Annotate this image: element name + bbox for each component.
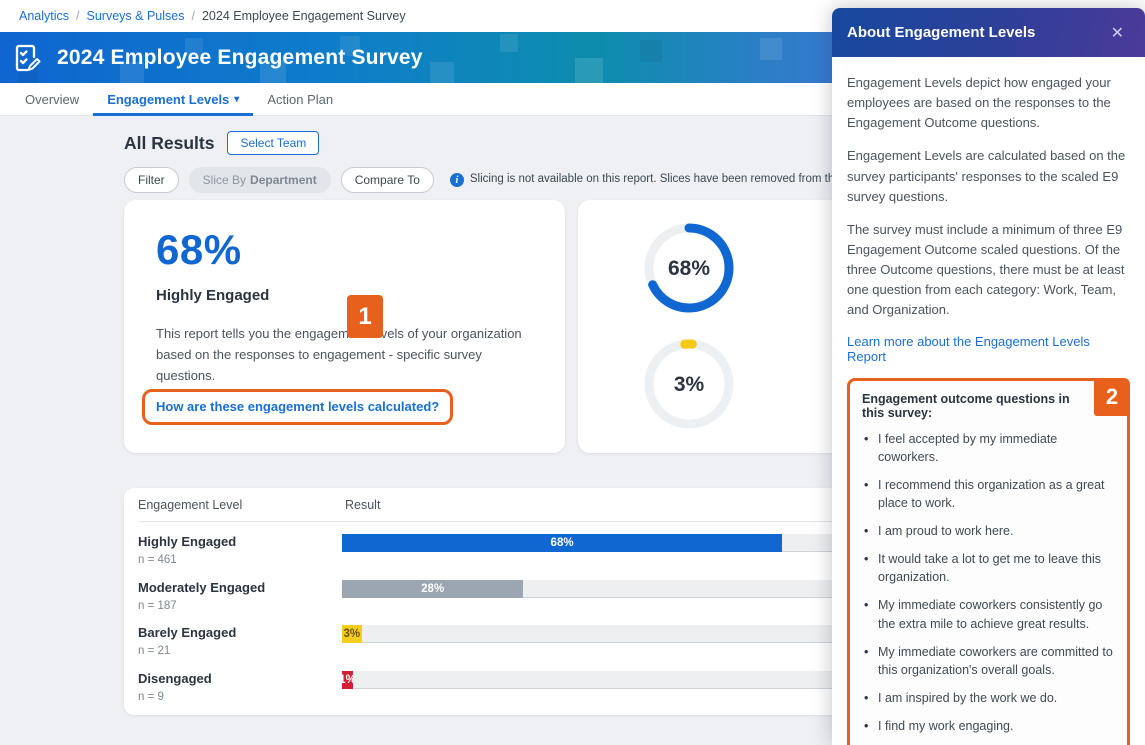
row-sample-size: n = 187 <box>138 599 177 612</box>
panel-paragraph: The survey must include a minimum of thr… <box>847 221 1125 318</box>
outcome-question-item: It would take a lot to get me to leave t… <box>862 550 1115 586</box>
result-bar: 3% <box>342 625 362 643</box>
result-bar-track: 1% <box>342 670 980 689</box>
chip-label: Compare To <box>354 173 420 187</box>
result-bar-track: 68% <box>342 534 980 552</box>
result-bar: 1% <box>342 670 354 689</box>
panel-header: About Engagement Levels ✕ <box>832 8 1145 57</box>
panel-paragraph: Engagement Levels are calculated based o… <box>847 148 1126 204</box>
callout-badge-2: 2 <box>1094 377 1130 416</box>
chip-label: Slice By <box>202 173 247 187</box>
chevron-down-icon: ▾ <box>234 93 240 105</box>
row-label-block: Moderately Engaged n = 187 <box>138 580 342 626</box>
engagement-level-label: Highly Engaged <box>156 287 270 304</box>
chip-slice-by: Slice By Department <box>188 167 331 193</box>
column-header-level: Engagement Level <box>138 497 243 512</box>
select-team-button[interactable]: Select Team <box>227 131 320 155</box>
row-sample-size: n = 21 <box>138 645 171 657</box>
panel-title: About Engagement Levels <box>847 24 1036 41</box>
row-label-block: Disengaged n = 9 <box>138 671 342 716</box>
row-level-label: Moderately Engaged <box>138 579 266 595</box>
breadcrumb-item[interactable]: Analytics <box>19 9 70 23</box>
survey-icon <box>15 44 41 71</box>
chip-label: Filter <box>138 173 165 187</box>
outcome-question-list: I feel accepted by my immediate coworker… <box>862 430 1115 745</box>
svg-text:68%: 68% <box>668 257 710 280</box>
engagement-percent: 68% <box>156 226 242 273</box>
table-row: Barely Engaged n = 21 3% <box>138 625 980 671</box>
close-icon[interactable]: ✕ <box>1110 24 1124 42</box>
about-engagement-panel: About Engagement Levels ✕ Engagement Lev… <box>832 8 1145 745</box>
tab-label: Action Plan <box>267 91 334 107</box>
results-heading: All Results <box>124 132 215 153</box>
result-bar-track: 3% <box>342 625 980 643</box>
row-level-label: Barely Engaged <box>138 625 237 640</box>
column-header-result: Result <box>345 497 381 512</box>
page-title: 2024 Employee Engagement Survey <box>57 45 423 69</box>
outcome-question-item: My immediate coworkers consistently go t… <box>862 596 1115 632</box>
engagement-summary-card: 68% Highly Engaged This report tells you… <box>124 200 565 453</box>
slicing-notice: i Slicing is not available on this repor… <box>449 173 881 187</box>
tab-engagement-levels[interactable]: Engagement Levels ▾ <box>93 83 254 116</box>
result-bar-value: 3% <box>343 628 361 640</box>
notice-text: Slicing is not available on this report.… <box>469 173 881 185</box>
outcome-questions-box: Engagement outcome questions in this sur… <box>847 377 1130 745</box>
table-body: Highly Engaged n = 461 68% Moderately Engag… <box>138 522 980 715</box>
tab-action-plan[interactable]: Action Plan <box>253 83 347 115</box>
panel-paragraph: Engagement Levels depict how engaged you… <box>847 75 1111 131</box>
donut-chart-barely-engaged: 3% <box>644 339 734 429</box>
breadcrumb-item: 2024 Employee Engagement Survey <box>201 9 406 23</box>
info-icon: i <box>449 173 464 187</box>
row-sample-size: n = 9 <box>138 690 164 703</box>
filter-chip-row: Filter Slice By Department Compare To i Sli… <box>124 167 881 193</box>
outcome-question-item: I am inspired by the work we do. <box>862 689 1115 707</box>
breadcrumb-item[interactable]: Surveys & Pulses <box>86 9 185 23</box>
result-bar-value: 1% <box>342 673 353 686</box>
row-level-label: Highly Engaged <box>138 534 237 549</box>
learn-more-link[interactable]: Learn more about the Engagement Levels R… <box>847 333 1090 364</box>
report-description: This report tells you the engagement lev… <box>156 326 522 383</box>
table-row: Highly Engaged n = 461 68% <box>138 534 980 580</box>
tab-overview[interactable]: Overview <box>11 83 93 115</box>
callout-highlight-1: How are these engagement levels calculat… <box>142 389 454 426</box>
callout-badge-1: 1 <box>347 295 383 338</box>
outcome-question-item: I recommend this organization as a great… <box>862 476 1115 512</box>
table-header-row: Engagement Level Result <box>138 488 980 522</box>
tab-label: Engagement Levels <box>107 91 230 107</box>
table-row: Disengaged n = 9 1% <box>138 670 980 716</box>
row-label-block: Highly Engaged n = 461 <box>138 534 342 580</box>
outcome-question-item: I am proud to work here. <box>862 522 1115 540</box>
chip-filter[interactable]: Filter <box>124 167 179 193</box>
result-bar-value: 68% <box>550 537 574 549</box>
table-row: Moderately Engaged n = 187 28% <box>138 579 980 626</box>
row-label-block: Barely Engaged n = 21 <box>138 625 342 671</box>
tab-label: Overview <box>25 91 80 107</box>
how-calculated-link[interactable]: How are these engagement levels calculat… <box>156 399 440 415</box>
outcome-question-item: My immediate coworkers are committed to … <box>862 643 1115 679</box>
svg-text:3%: 3% <box>674 373 705 396</box>
donut-chart-highly-engaged: 68% <box>644 223 734 313</box>
outcome-question-item: I feel accepted by my immediate coworker… <box>862 430 1115 466</box>
result-bar: 68% <box>342 534 783 552</box>
chip-compare-to[interactable]: Compare To <box>340 167 434 193</box>
row-sample-size: n = 461 <box>138 554 177 566</box>
result-bar-value: 28% <box>421 582 445 595</box>
chip-label-strong: Department <box>250 173 317 187</box>
breadcrumb-separator: / <box>191 9 195 23</box>
outcome-box-title: Engagement outcome questions in this sur… <box>862 391 1070 420</box>
outcome-question-item: I find my work engaging. <box>862 717 1115 735</box>
row-level-label: Disengaged <box>138 670 212 686</box>
breadcrumb-separator: / <box>76 9 80 23</box>
result-bar-track: 28% <box>342 579 980 598</box>
result-bar: 28% <box>342 579 524 598</box>
